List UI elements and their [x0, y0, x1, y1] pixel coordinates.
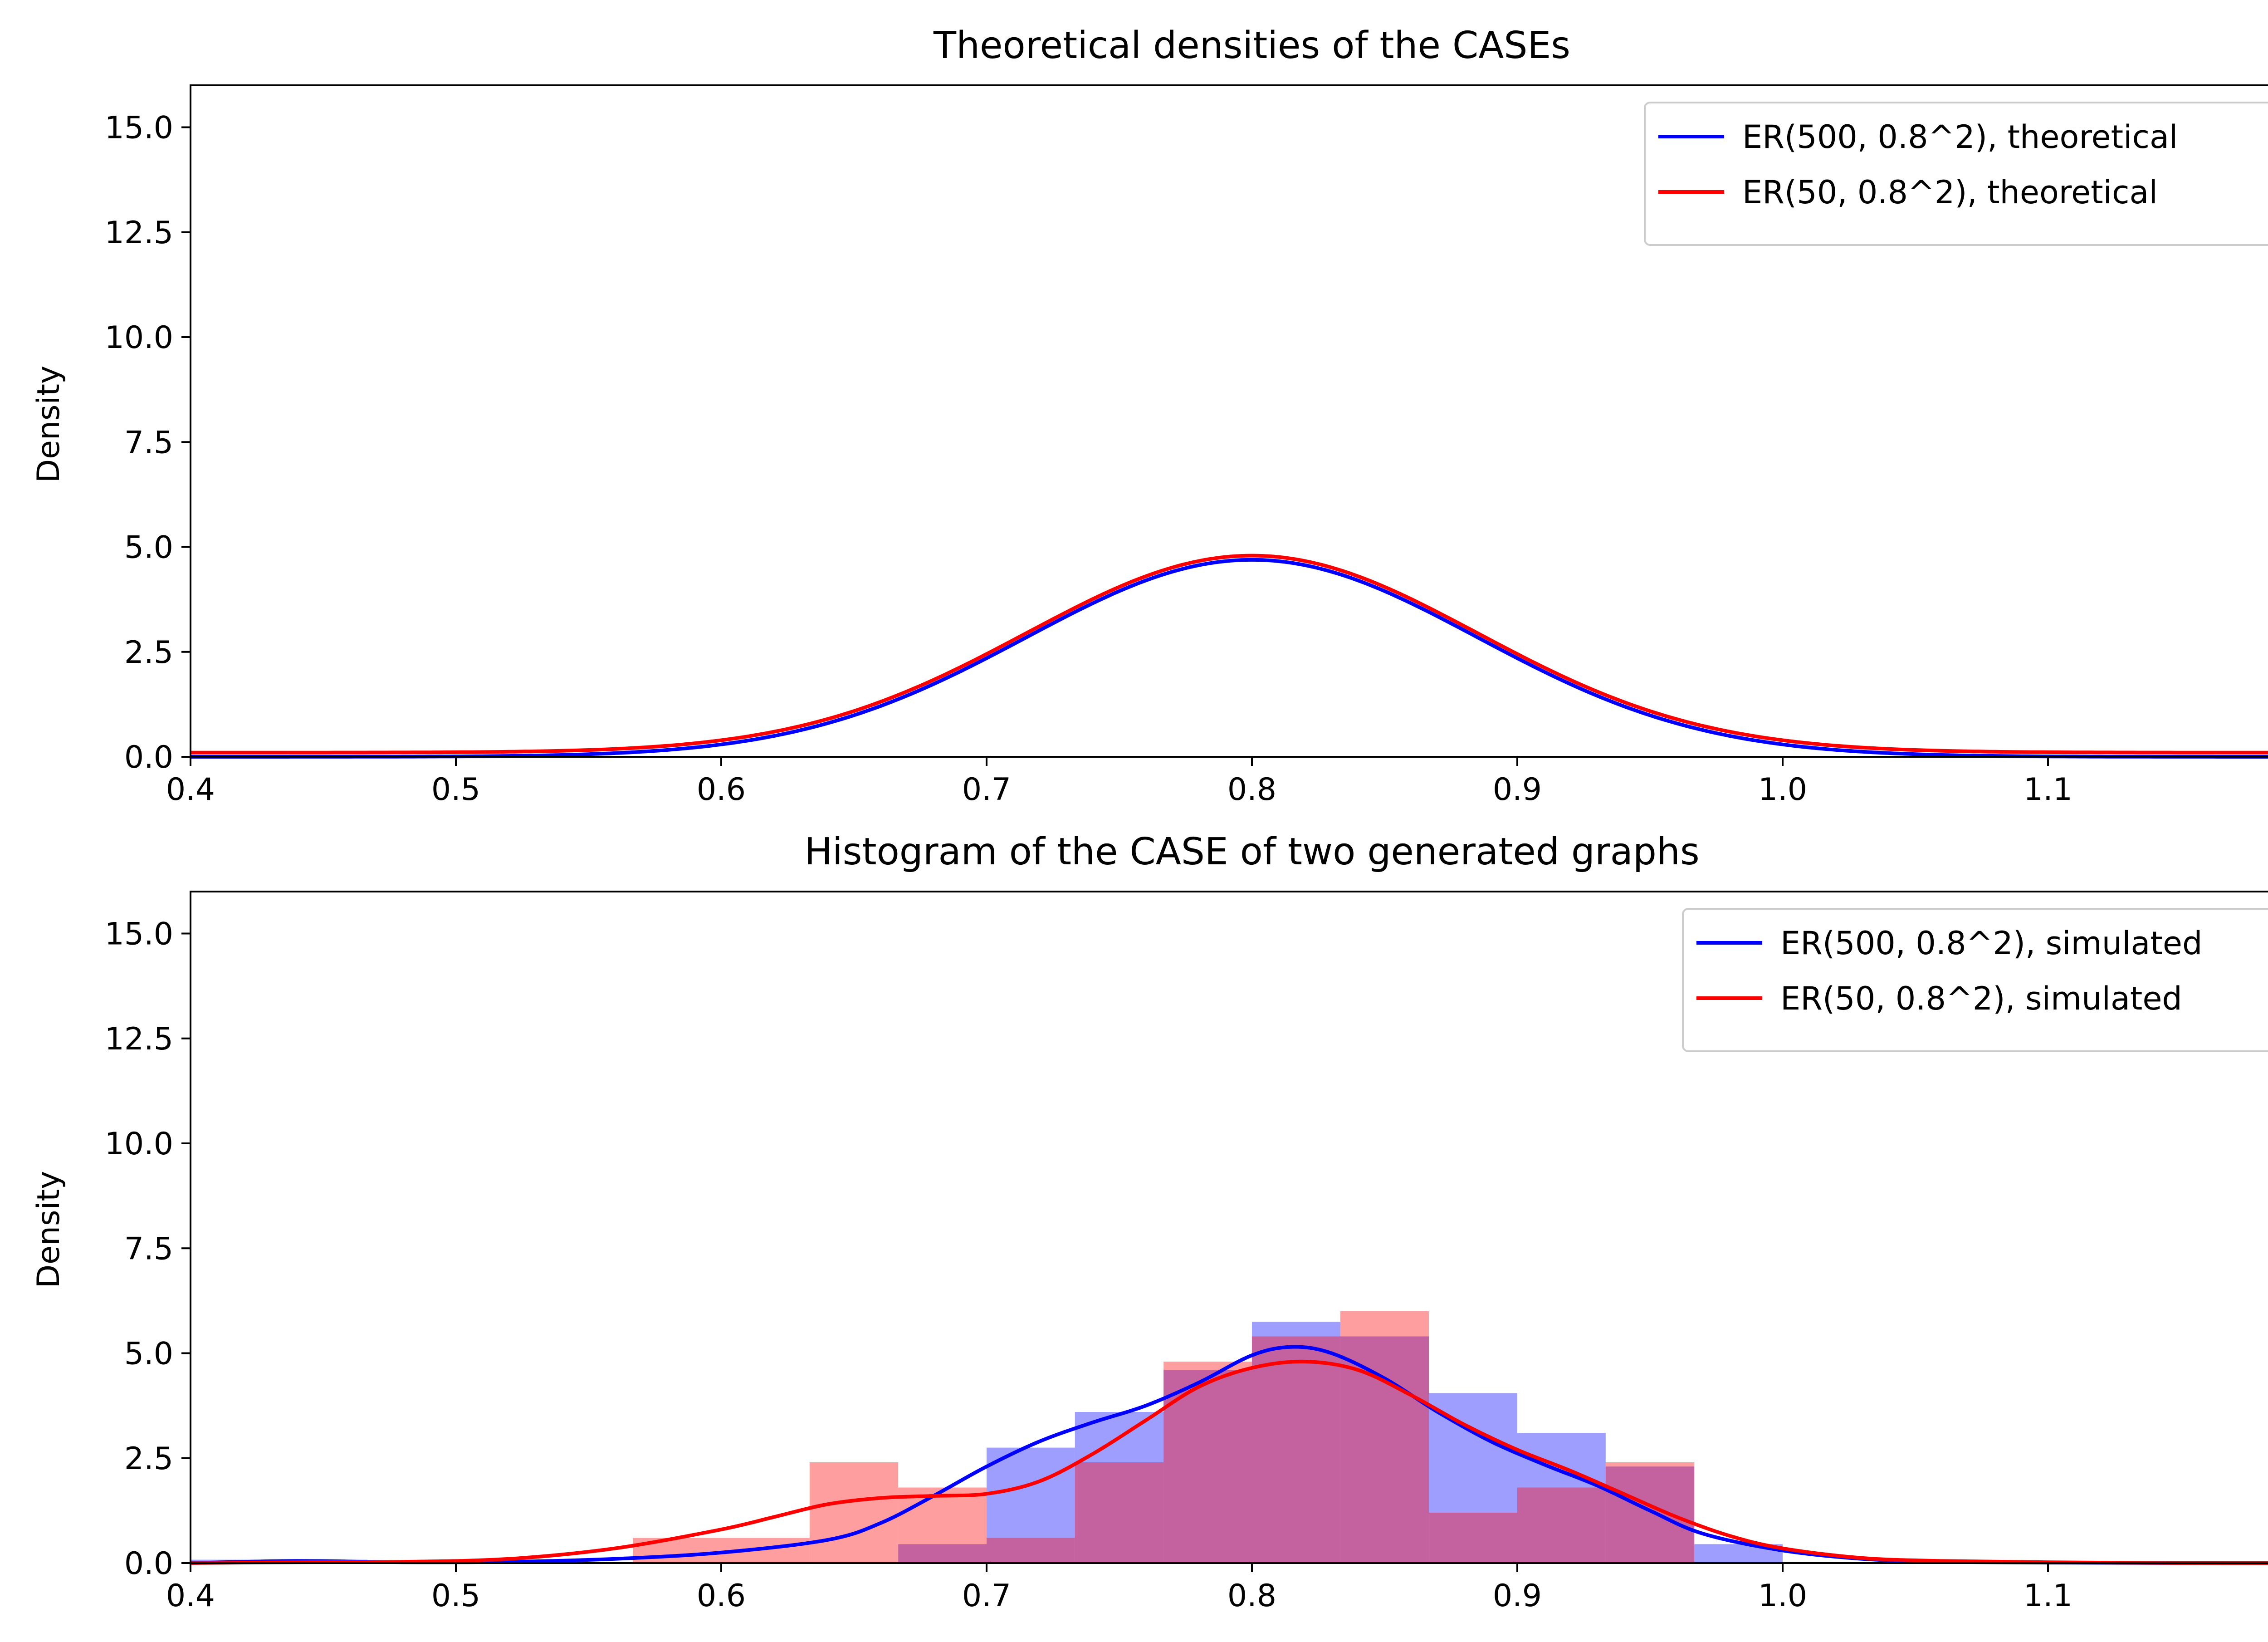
y-tick-label: 12.5 [105, 215, 173, 251]
y-tick-label: 7.5 [124, 425, 173, 461]
x-tick-label: 0.7 [962, 772, 1011, 808]
legend-box [1682, 908, 2268, 1052]
histogram-bar [633, 1538, 721, 1563]
histogram-bar [1340, 1336, 1429, 1563]
y-tick-label: 15.0 [105, 110, 173, 146]
y-tick-label: 10.0 [105, 320, 173, 356]
histogram-bar [1075, 1462, 1164, 1563]
y-tick-label: 0.0 [124, 740, 173, 775]
chart-title: Theoretical densities of the CASEs [933, 24, 1570, 67]
y-tick-label: 7.5 [124, 1231, 173, 1267]
histogram-bar [987, 1538, 1075, 1563]
legend-box [1644, 102, 2268, 246]
histogram-bar [1517, 1487, 1606, 1563]
x-tick-label: 0.5 [431, 772, 480, 808]
histogram-bar [987, 1447, 1075, 1563]
series-line [191, 558, 2268, 759]
y-tick-label: 0.0 [124, 1546, 173, 1582]
histogram-bar [898, 1487, 987, 1563]
x-tick-label: 0.8 [1227, 1578, 1276, 1614]
y-tick-label: 5.0 [124, 530, 173, 566]
axis-ticks: 0.40.50.60.70.80.91.01.11.20.02.55.07.51… [105, 917, 2072, 1614]
x-tick-label: 0.5 [431, 1578, 480, 1614]
x-tick-label: 1.1 [2024, 772, 2072, 808]
legend: ER(500, 0.8^2), theoretical ER(50, 0.8^2)… [1644, 102, 2268, 246]
x-tick-label: 1.0 [1758, 1578, 1807, 1614]
y-tick-label: 15.0 [105, 917, 173, 952]
histogram-bar [1605, 1462, 1695, 1563]
x-tick-label: 1.0 [1758, 772, 1807, 808]
legend-label: ER(50, 0.8^2), simulated [1780, 980, 2182, 1017]
x-tick-label: 0.7 [962, 1578, 1011, 1614]
axes-frame [190, 891, 2268, 1564]
plot-content [191, 554, 2268, 759]
y-tick-label: 10.0 [105, 1126, 173, 1162]
histogram-bar [1163, 1362, 1252, 1563]
series-line [191, 554, 2268, 755]
y-tick-label: 2.5 [124, 1441, 173, 1477]
y-axis-label: Density [31, 1171, 67, 1289]
x-tick-label: 0.9 [1493, 772, 1542, 808]
x-tick-label: 0.6 [697, 772, 746, 808]
y-tick-label: 12.5 [105, 1021, 173, 1057]
x-tick-label: 0.6 [697, 1578, 746, 1614]
plot-content [190, 1311, 2268, 1565]
histogram-bar [1429, 1513, 1517, 1563]
y-tick-label: 5.0 [124, 1336, 173, 1372]
x-tick-label: 0.4 [166, 772, 215, 808]
chart-title: Histogram of the CASE of two generated g… [804, 830, 1699, 873]
axis-ticks: 0.40.50.60.70.80.91.01.11.20.02.55.07.51… [105, 110, 2072, 808]
histogram-bar [1429, 1393, 1517, 1563]
x-tick-label: 0.8 [1227, 772, 1276, 808]
series-line [190, 1359, 2268, 1565]
x-tick-label: 0.4 [166, 1578, 215, 1614]
y-tick-label: 2.5 [124, 635, 173, 671]
histogram-bar [1340, 1311, 1429, 1563]
histogram-bar [1163, 1370, 1252, 1563]
axes-frame [190, 84, 2268, 758]
simulated-histogram-panel: Histogram of the CASE of two generated g… [31, 830, 2268, 1614]
theoretical-density-panel: Theoretical densities of the CASEs Densi… [31, 24, 2268, 808]
x-tick-label: 0.9 [1493, 1578, 1542, 1614]
legend-label: ER(50, 0.8^2), theoretical [1742, 174, 2158, 211]
x-tick-label: 1.1 [2024, 1578, 2072, 1614]
histogram-bar [1605, 1466, 1695, 1563]
histogram-bar [898, 1544, 987, 1563]
legend: ER(500, 0.8^2), simulated ER(50, 0.8^2), … [1682, 908, 2268, 1052]
legend-label: ER(500, 0.8^2), simulated [1780, 925, 2202, 962]
y-axis-label: Density [31, 366, 67, 483]
histogram-bar [1252, 1336, 1340, 1563]
legend-label: ER(500, 0.8^2), theoretical [1742, 118, 2178, 156]
histogram-bar [809, 1462, 899, 1563]
